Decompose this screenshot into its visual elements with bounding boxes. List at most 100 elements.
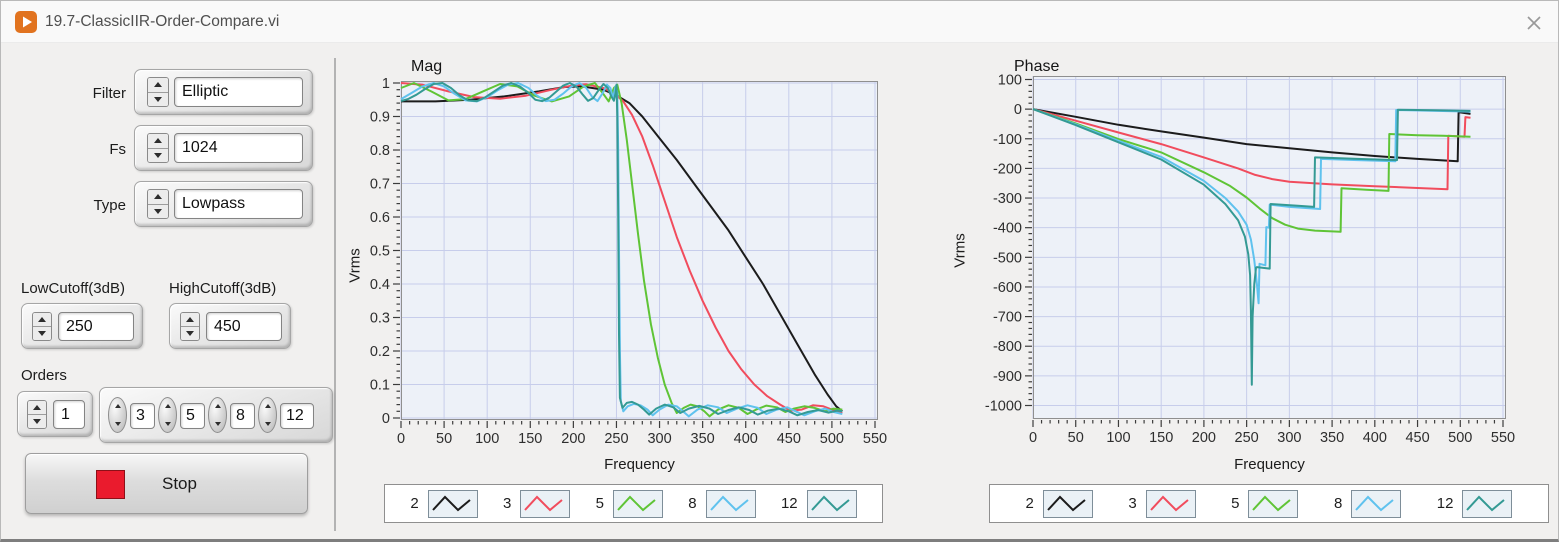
- svg-text:1: 1: [382, 76, 390, 92]
- spinner-down-button[interactable]: [28, 415, 46, 428]
- type-value-field[interactable]: Lowpass: [174, 189, 303, 219]
- legend-entry-order-5[interactable]: 5: [596, 489, 663, 518]
- axis-ticks: [1025, 78, 1504, 427]
- svg-text:500: 500: [820, 431, 844, 447]
- legend-entry-order-8[interactable]: 8: [1333, 489, 1402, 518]
- mag-xaxis-title: Frequency: [604, 456, 675, 473]
- phase-yaxis-title: Vrms: [951, 233, 969, 268]
- up-arrow-icon: [154, 138, 162, 144]
- spinner-up-button[interactable]: [181, 313, 199, 327]
- spinner-down-button[interactable]: [148, 204, 168, 218]
- spinner-up-button[interactable]: [33, 313, 51, 327]
- spinner-down-button[interactable]: [181, 327, 199, 340]
- close-button[interactable]: [1521, 10, 1547, 36]
- orders-array-field-1[interactable]: 3: [130, 403, 155, 429]
- orders-array-knob-1[interactable]: [108, 397, 127, 433]
- type-spinner[interactable]: [147, 189, 169, 219]
- labview-run-arrow-icon: [15, 11, 37, 33]
- svg-text:0.5: 0.5: [370, 244, 390, 260]
- series-line-order-5: [1032, 108, 1471, 233]
- orders-array-field-4[interactable]: 12: [280, 403, 314, 429]
- svg-text:400: 400: [734, 431, 758, 447]
- legend-entry-order-2[interactable]: 2: [410, 489, 478, 518]
- series-line-order-12: [1032, 108, 1471, 386]
- stop-button[interactable]: Stop: [25, 453, 308, 514]
- up-arrow-icon: [164, 404, 171, 408]
- up-arrow-icon: [114, 404, 121, 408]
- svg-text:250: 250: [604, 431, 628, 447]
- filter-value-field[interactable]: Elliptic: [174, 77, 303, 107]
- legend-entry-order-2[interactable]: 2: [1025, 489, 1093, 518]
- legend-line-sample-icon: [427, 489, 478, 518]
- legend-order-label: 8: [1333, 495, 1343, 512]
- legend-line-sample-icon: [520, 489, 571, 518]
- up-arrow-icon: [154, 82, 162, 88]
- svg-text:-400: -400: [993, 221, 1022, 237]
- spinner-up-button[interactable]: [28, 401, 46, 415]
- title-bar: 19.7-ClassicIIR-Order-Compare.vi: [1, 1, 1558, 43]
- svg-text:-1000: -1000: [985, 399, 1022, 415]
- svg-text:-200: -200: [993, 161, 1022, 177]
- low-cutoff-value-field[interactable]: 250: [58, 312, 134, 341]
- low-cutoff-spinner[interactable]: [32, 312, 52, 341]
- phase-xaxis-title: Frequency: [1234, 456, 1305, 473]
- stop-boolean-icon: [96, 470, 125, 499]
- svg-text:50: 50: [436, 431, 452, 447]
- orders-array-control: 3 5 8 12: [99, 387, 333, 443]
- svg-text:450: 450: [777, 431, 801, 447]
- orders-index-field[interactable]: 1: [53, 400, 85, 429]
- mag-plot[interactable]: 0 50 100 150 200 250 300 350 400 450 500 550 1 0.9 0.8…: [370, 76, 887, 447]
- orders-array-field-3[interactable]: 8: [230, 403, 255, 429]
- spinner-up-button[interactable]: [148, 134, 168, 149]
- svg-text:350: 350: [691, 431, 715, 447]
- fs-value-field[interactable]: 1024: [174, 133, 303, 163]
- orders-array-knob-2[interactable]: [158, 397, 177, 433]
- svg-text:50: 50: [1068, 430, 1084, 446]
- phase-plot[interactable]: 0 50 100 150 200 250 300 350 400 450 500 550 100 0 -10…: [985, 73, 1515, 447]
- series-line-order-2: [1032, 108, 1471, 163]
- fs-spinner[interactable]: [147, 133, 169, 163]
- tick-labels: 0 50 100 150 200 250 300 350 400 450 500 550 100 0 -10…: [985, 73, 1515, 447]
- legend-entry-order-3[interactable]: 3: [1128, 489, 1196, 518]
- high-cutoff-control: 450: [169, 303, 291, 349]
- spinner-down-button[interactable]: [148, 148, 168, 162]
- svg-text:0: 0: [397, 431, 405, 447]
- spinner-up-button[interactable]: [148, 78, 168, 93]
- legend-entry-order-3[interactable]: 3: [502, 489, 571, 518]
- spinner-up-button[interactable]: [148, 190, 168, 205]
- mag-chart-title: Mag: [411, 58, 443, 75]
- legend-order-label: 3: [502, 495, 512, 512]
- svg-text:0: 0: [382, 411, 390, 427]
- orders-index-spinner[interactable]: [27, 400, 47, 429]
- legend-line-sample-icon: [1145, 489, 1196, 518]
- down-arrow-icon: [33, 419, 41, 424]
- svg-text:0.4: 0.4: [370, 277, 390, 293]
- svg-text:100: 100: [475, 431, 499, 447]
- spinner-down-button[interactable]: [148, 92, 168, 106]
- svg-text:0.2: 0.2: [370, 344, 390, 360]
- legend-line-sample-icon: [1462, 489, 1513, 518]
- orders-array-field-2[interactable]: 5: [180, 403, 205, 429]
- phase-chart-title: Phase: [1014, 58, 1060, 75]
- svg-text:250: 250: [1235, 430, 1259, 446]
- tick-labels: 0 50 100 150 200 250 300 350 400 450 500 550 1 0.9 0.8…: [370, 76, 887, 447]
- spinner-down-button[interactable]: [33, 327, 51, 340]
- legend-entry-order-8[interactable]: 8: [688, 489, 756, 518]
- legend-entry-order-12[interactable]: 12: [1437, 489, 1513, 518]
- up-arrow-icon: [33, 405, 41, 410]
- svg-text:100: 100: [998, 73, 1022, 89]
- filter-spinner[interactable]: [147, 77, 169, 107]
- svg-text:450: 450: [1405, 430, 1429, 446]
- high-cutoff-spinner[interactable]: [180, 312, 200, 341]
- orders-array-knob-3[interactable]: [208, 397, 227, 433]
- legend-entry-order-12[interactable]: 12: [781, 489, 857, 518]
- orders-array-knob-4[interactable]: [258, 397, 277, 433]
- legend-entry-order-5[interactable]: 5: [1231, 489, 1299, 518]
- down-arrow-icon: [164, 422, 171, 426]
- svg-text:400: 400: [1363, 430, 1387, 446]
- high-cutoff-value-field[interactable]: 450: [206, 312, 282, 341]
- filter-control: Elliptic: [134, 69, 313, 115]
- series-line-order-12: [400, 82, 843, 417]
- mag-plot-legend: 2 3 5 8 12: [384, 484, 883, 523]
